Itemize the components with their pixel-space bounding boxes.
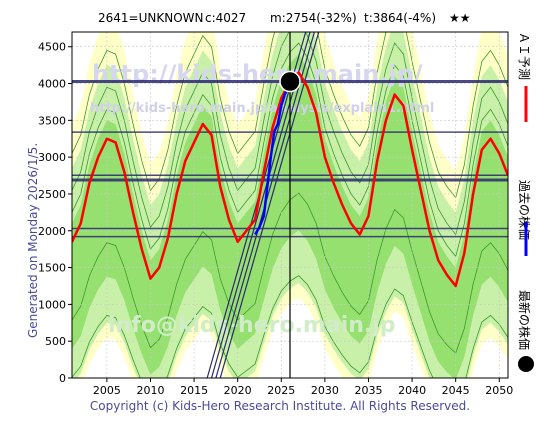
header-min: m:2754(-32%) <box>270 11 357 25</box>
watermark-url-main: http://kids-hero.main.jp/ <box>92 60 423 88</box>
header-target: t:3864(-4%) <box>364 11 436 25</box>
header: 2641=UNKNOWN c:4027 m:2754(-32%) t:3864(… <box>98 11 471 25</box>
y-tick-label-7: 3500 <box>38 114 66 127</box>
y-axis: 0 500 1000 1500 2000 2500 3000 3500 4000 4500 <box>38 41 72 385</box>
legend: ＡＩ予測 過去の株価 最新の株価 <box>517 32 534 372</box>
legend-ai-forecast-label: ＡＩ予測 <box>517 32 531 80</box>
y-tick-label-0: 0 <box>59 372 66 385</box>
header-stars: ★★ <box>449 11 471 25</box>
x-axis: 2005 2010 2015 2020 2025 2030 2035 2040 2045 2050 <box>93 378 513 397</box>
x-tick-label-5: 2030 <box>311 384 339 397</box>
x-tick-label-6: 2035 <box>354 384 382 397</box>
watermark-url-sub: http://kids-hero.main.jp/analysis/explai… <box>90 101 434 116</box>
y-tick-label-4: 2000 <box>38 225 66 238</box>
y-tick-label-6: 3000 <box>38 151 66 164</box>
x-tick-label-3: 2020 <box>224 384 252 397</box>
y-tick-label-8: 4000 <box>38 78 66 91</box>
x-tick-label-7: 2040 <box>398 384 426 397</box>
legend-latest-price-swatch <box>518 356 534 372</box>
watermark-email: info@kids-hero.main.jp <box>108 313 396 338</box>
x-tick-label-2: 2015 <box>180 384 208 397</box>
latest-price-marker <box>280 72 300 92</box>
header-current: c:4027 <box>205 11 246 25</box>
y-tick-label-1: 500 <box>45 335 66 348</box>
x-tick-label-1: 2010 <box>136 384 164 397</box>
footer-copyright: Copyright (c) Kids-Hero Research Institu… <box>90 399 470 413</box>
x-tick-label-9: 2050 <box>485 384 513 397</box>
y-tick-label-9: 4500 <box>38 41 66 54</box>
x-tick-label-4: 2025 <box>267 384 295 397</box>
x-tick-label-8: 2045 <box>442 384 470 397</box>
header-title: 2641=UNKNOWN <box>98 11 204 25</box>
x-tick-label-0: 2005 <box>93 384 121 397</box>
y-tick-label-3: 1500 <box>38 262 66 275</box>
y-tick-label-5: 2500 <box>38 188 66 201</box>
latest-point <box>280 72 300 92</box>
legend-latest-price-label: 最新の株価 <box>517 290 532 350</box>
y-tick-label-2: 1000 <box>38 298 66 311</box>
